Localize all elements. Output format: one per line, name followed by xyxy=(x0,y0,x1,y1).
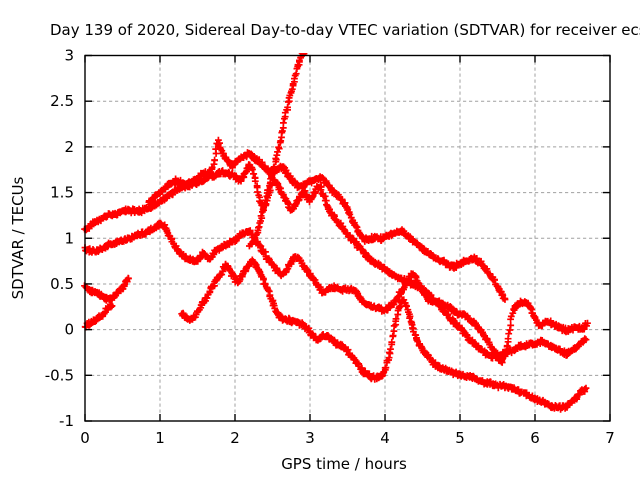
y-tick-label: 3 xyxy=(64,47,74,65)
chart-title: Day 139 of 2020, Sidereal Day-to-day VTE… xyxy=(50,21,640,39)
x-tick-label: 3 xyxy=(305,429,315,447)
x-axis-label: GPS time / hours xyxy=(281,455,407,473)
y-tick-label: 1.5 xyxy=(50,184,74,202)
x-tick-label: 7 xyxy=(605,429,615,447)
y-tick-label: 0.5 xyxy=(50,275,74,293)
y-tick-label: 2 xyxy=(64,138,74,156)
data-series xyxy=(81,136,509,303)
data-series xyxy=(178,256,590,413)
x-tick-label: 0 xyxy=(80,429,90,447)
data-series xyxy=(246,53,308,250)
x-tick-label: 5 xyxy=(455,429,465,447)
data-series xyxy=(81,301,116,331)
data-series xyxy=(81,274,132,304)
y-tick-label: -0.5 xyxy=(45,366,74,384)
y-axis-label: SDTVAR / TECUs xyxy=(9,176,27,300)
y-tick-label: 1 xyxy=(64,229,74,247)
data-series xyxy=(145,161,590,362)
y-tick-label: 2.5 xyxy=(50,92,74,110)
x-tick-label: 4 xyxy=(380,429,390,447)
x-tick-label: 2 xyxy=(230,429,240,447)
y-tick-label: -1 xyxy=(59,412,74,430)
x-tick-label: 1 xyxy=(155,429,165,447)
y-tick-label: 0 xyxy=(64,321,74,339)
x-tick-label: 6 xyxy=(530,429,540,447)
